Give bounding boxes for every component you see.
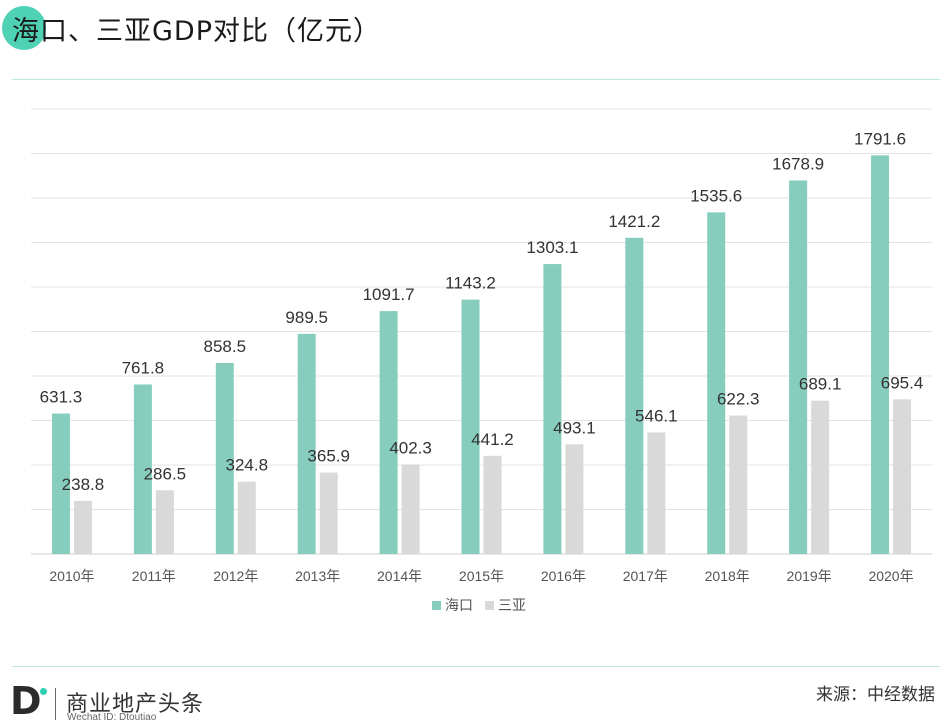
x-tick-label: 2011年: [132, 568, 176, 584]
bar-sanya: [647, 432, 666, 554]
bottom-divider: [12, 666, 940, 667]
bar-sanya: [237, 481, 256, 554]
data-label-sanya: 441.2: [471, 430, 514, 449]
data-label-sanya: 695.4: [881, 373, 924, 392]
x-tick-label: 2016年: [541, 568, 586, 584]
bar-haikou: [379, 311, 398, 554]
bar-sanya: [401, 464, 420, 554]
brand-name: 商业地产头条: [66, 692, 205, 717]
x-tick-label: 2012年: [213, 568, 258, 584]
top-divider: [12, 79, 940, 80]
title-accent-dot: [2, 6, 46, 50]
data-label-haikou: 761.8: [122, 358, 165, 377]
x-tick-label: 2020年: [868, 568, 913, 584]
data-label-haikou: 1678.9: [772, 154, 824, 173]
bar-haikou: [871, 155, 890, 554]
data-label-sanya: 402.3: [389, 438, 432, 457]
x-tick-label: 2013年: [295, 568, 340, 584]
data-label-sanya: 546.1: [635, 406, 678, 425]
data-label-haikou: 989.5: [285, 308, 328, 327]
bar-haikou: [133, 384, 152, 554]
data-label-haikou: 1535.6: [690, 186, 742, 205]
bar-haikou: [297, 333, 316, 554]
x-tick-label: 2017年: [623, 568, 668, 584]
data-label-haikou: 1791.6: [854, 129, 906, 148]
legend-swatch-haikou: [432, 601, 441, 610]
bar-haikou: [625, 237, 644, 554]
data-label-haikou: 631.3: [40, 388, 83, 407]
bar-haikou: [461, 299, 480, 554]
data-label-sanya: 365.9: [307, 447, 350, 466]
bar-sanya: [565, 444, 584, 554]
gdp-bar-chart: 631.3 238.8 2010年 761.8 286.5 2011年 858.5 324.8…: [31, 108, 932, 613]
bar-haikou: [789, 180, 808, 554]
legend-label: 海口: [445, 597, 473, 613]
logo-dot: [40, 688, 47, 695]
brand-wechat-id: Wechat ID: Dtoutiao: [67, 712, 157, 723]
x-tick-label: 2014年: [377, 568, 422, 584]
x-tick-label: 2015年: [459, 568, 504, 584]
bar-sanya: [811, 400, 830, 554]
bar-haikou: [215, 362, 234, 554]
bar-sanya: [893, 399, 912, 554]
data-source: 来源：中经数据: [816, 685, 935, 705]
x-tick-label: 2019年: [787, 568, 832, 584]
bar-haikou: [543, 264, 562, 554]
bar-haikou: [707, 212, 726, 555]
bar-sanya: [729, 415, 748, 554]
legend-swatch-sanya: [485, 601, 494, 610]
x-tick-label: 2018年: [705, 568, 750, 584]
bar-haikou: [51, 413, 70, 554]
page-title: 海口、三亚GDP对比（亿元）: [12, 16, 381, 47]
bar-sanya: [73, 500, 92, 554]
data-label-haikou: 858.5: [203, 337, 246, 356]
data-label-haikou: 1143.2: [445, 274, 496, 293]
footer-separator: [55, 688, 56, 720]
data-label-haikou: 1303.1: [526, 238, 578, 257]
data-label-sanya: 493.1: [553, 418, 596, 437]
brand-logo: D: [10, 679, 42, 723]
header: 海口、三亚GDP对比（亿元）: [0, 0, 945, 56]
bar-sanya: [155, 490, 174, 554]
data-label-sanya: 286.5: [144, 464, 187, 483]
data-label-haikou: 1421.2: [608, 212, 660, 231]
data-label-sanya: 689.1: [799, 375, 842, 394]
data-label-haikou: 1091.7: [363, 285, 415, 304]
legend-label: 三亚: [498, 597, 526, 613]
data-label-sanya: 622.3: [717, 390, 760, 409]
data-label-sanya: 324.8: [225, 456, 268, 475]
data-label-sanya: 238.8: [62, 475, 105, 494]
bar-sanya: [483, 455, 502, 554]
x-tick-label: 2010年: [49, 568, 94, 584]
bar-sanya: [319, 472, 338, 554]
